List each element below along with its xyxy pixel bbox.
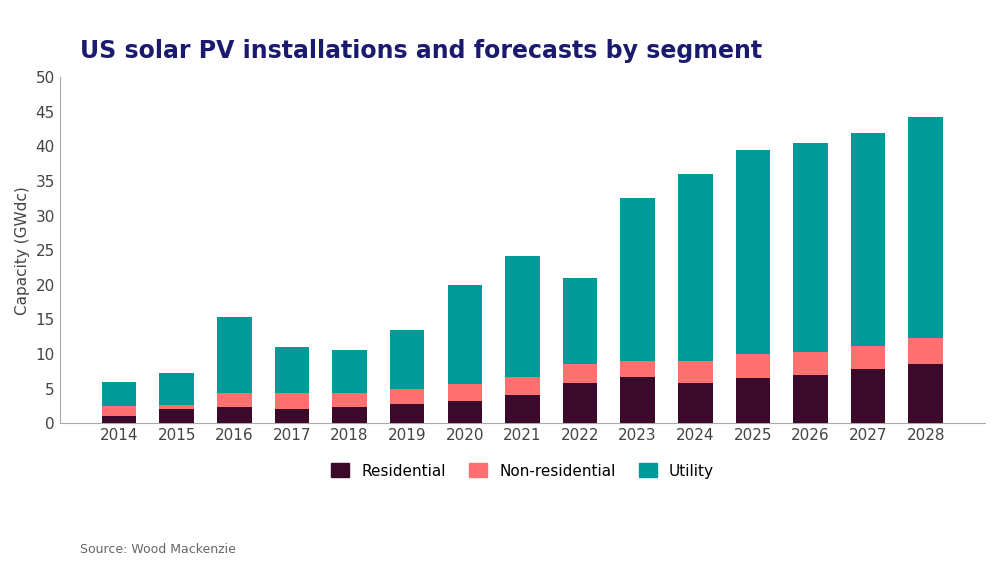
Bar	[102, 382, 136, 406]
Bar	[678, 383, 713, 423]
Bar	[908, 364, 943, 423]
Bar	[851, 346, 885, 369]
Text: Source: Wood Mackenzie: Source: Wood Mackenzie	[80, 543, 236, 556]
Bar	[908, 117, 943, 338]
Bar	[678, 174, 713, 361]
Bar	[332, 407, 367, 423]
Bar	[620, 377, 655, 423]
Bar	[448, 401, 482, 423]
Bar	[736, 150, 770, 354]
Bar	[275, 393, 309, 409]
Bar	[505, 256, 540, 378]
Bar	[736, 354, 770, 378]
Bar	[793, 143, 828, 352]
Bar	[275, 409, 309, 423]
Bar	[217, 318, 252, 393]
Bar	[678, 361, 713, 383]
Bar	[390, 388, 424, 405]
Bar	[217, 393, 252, 407]
Bar	[217, 407, 252, 423]
Text: US solar PV installations and forecasts by segment: US solar PV installations and forecasts …	[80, 39, 762, 64]
Bar	[159, 405, 194, 409]
Bar	[563, 364, 597, 383]
Bar	[159, 373, 194, 405]
Bar	[390, 405, 424, 423]
Bar	[851, 133, 885, 346]
Bar	[908, 338, 943, 364]
Bar	[620, 198, 655, 361]
Bar	[448, 285, 482, 384]
Bar	[275, 347, 309, 393]
Bar	[505, 378, 540, 395]
Bar	[851, 369, 885, 423]
Bar	[448, 384, 482, 401]
Legend: Residential, Non-residential, Utility: Residential, Non-residential, Utility	[325, 457, 720, 484]
Bar	[736, 378, 770, 423]
Bar	[505, 395, 540, 423]
Bar	[332, 393, 367, 407]
Bar	[390, 330, 424, 388]
Bar	[563, 278, 597, 364]
Bar	[620, 361, 655, 377]
Bar	[332, 351, 367, 393]
Bar	[102, 415, 136, 423]
Bar	[793, 375, 828, 423]
Y-axis label: Capacity (GWdc): Capacity (GWdc)	[15, 186, 30, 315]
Bar	[159, 409, 194, 423]
Bar	[102, 406, 136, 415]
Bar	[793, 352, 828, 375]
Bar	[563, 383, 597, 423]
